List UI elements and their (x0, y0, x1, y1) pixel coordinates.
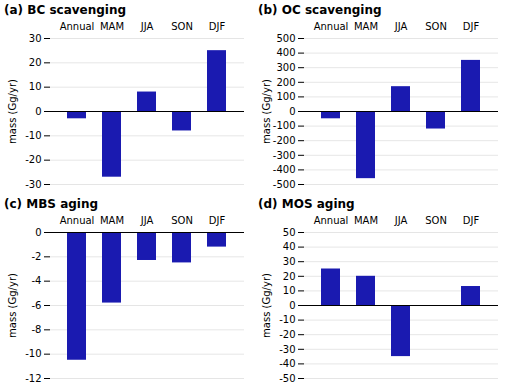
svg-text:50: 50 (283, 227, 296, 238)
svg-text:Annual: Annual (60, 215, 95, 226)
svg-text:-40: -40 (279, 358, 295, 369)
svg-text:mass (Gg/yr): mass (Gg/yr) (261, 273, 272, 338)
svg-text:20: 20 (283, 271, 296, 282)
svg-text:30: 30 (283, 256, 296, 267)
svg-text:-20: -20 (25, 154, 41, 165)
svg-text:DJF: DJF (209, 215, 226, 226)
svg-text:100: 100 (276, 91, 295, 102)
svg-text:0: 0 (35, 106, 41, 117)
svg-text:-30: -30 (25, 179, 41, 190)
html-text:(a) BC scavenging: (a) BC scavenging (4, 3, 127, 17)
svg-text:DJF: DJF (463, 21, 480, 32)
svg-text:-100: -100 (273, 120, 296, 131)
svg-text:-10: -10 (279, 314, 295, 325)
svg-text:0: 0 (35, 227, 41, 238)
svg-text:0: 0 (289, 106, 295, 117)
svg-text:mass (Gg/yr): mass (Gg/yr) (7, 79, 18, 144)
svg-text:MAM: MAM (354, 215, 378, 226)
svg-text:-10: -10 (25, 348, 41, 359)
svg-text:DJF: DJF (209, 21, 226, 32)
svg-text:SON: SON (425, 21, 447, 32)
svg-text:SON: SON (425, 215, 447, 226)
html-text:(d) MOS aging: (d) MOS aging (258, 197, 355, 211)
svg-text:Annual: Annual (60, 21, 95, 32)
svg-text:SON: SON (171, 215, 193, 226)
svg-text:JJA: JJA (394, 215, 408, 226)
svg-text:-30: -30 (279, 344, 295, 355)
svg-text:-50: -50 (279, 373, 295, 384)
svg-text:10: 10 (29, 81, 42, 92)
svg-text:-12: -12 (25, 373, 41, 384)
svg-text:JJA: JJA (140, 21, 154, 32)
svg-text:-20: -20 (279, 329, 295, 340)
svg-text:MAM: MAM (100, 215, 124, 226)
html-text:(b) OC scavenging: (b) OC scavenging (258, 3, 382, 17)
html-text:(c) MBS aging: (c) MBS aging (4, 197, 99, 211)
svg-text:10: 10 (283, 285, 296, 296)
svg-text:JJA: JJA (140, 215, 154, 226)
svg-text:-200: -200 (273, 135, 296, 146)
svg-text:Annual: Annual (314, 215, 349, 226)
svg-text:-500: -500 (273, 179, 296, 190)
svg-text:DJF: DJF (463, 215, 480, 226)
svg-text:40: 40 (283, 241, 296, 252)
svg-text:SON: SON (171, 21, 193, 32)
svg-text:mass (Gg/yr): mass (Gg/yr) (7, 273, 18, 338)
svg-text:-10: -10 (25, 130, 41, 141)
svg-text:-4: -4 (32, 275, 42, 286)
svg-text:20: 20 (29, 57, 42, 68)
svg-text:300: 300 (276, 62, 295, 73)
svg-text:0: 0 (289, 300, 295, 311)
svg-text:MAM: MAM (100, 21, 124, 32)
svg-text:JJA: JJA (394, 21, 408, 32)
svg-text:200: 200 (276, 77, 295, 88)
svg-text:Annual: Annual (314, 21, 349, 32)
svg-text:-2: -2 (32, 251, 42, 262)
svg-text:400: 400 (276, 47, 295, 58)
svg-text:-8: -8 (32, 324, 42, 335)
svg-text:-400: -400 (273, 164, 296, 175)
svg-text:500: 500 (276, 33, 295, 44)
svg-text:30: 30 (29, 33, 42, 44)
svg-text:mass (Gg/yr): mass (Gg/yr) (261, 79, 272, 144)
svg-text:-300: -300 (273, 150, 296, 161)
svg-text:MAM: MAM (354, 21, 378, 32)
svg-text:-6: -6 (32, 300, 42, 311)
